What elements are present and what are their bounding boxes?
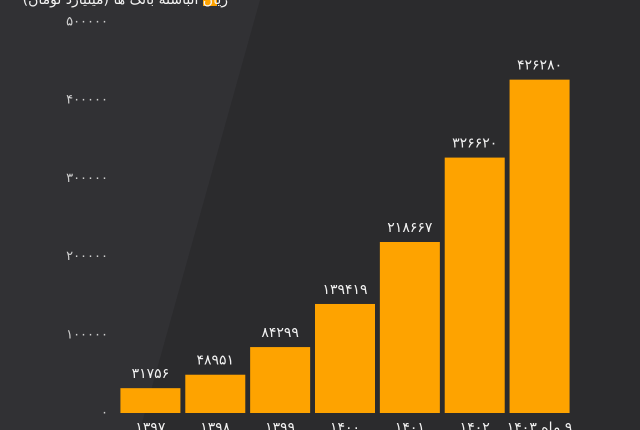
- value-label: ۸۴۲۹۹: [261, 325, 299, 341]
- y-tick-label: ۲۰۰۰۰۰: [66, 249, 108, 264]
- value-label: ۴۲۶۲۸۰: [517, 58, 562, 74]
- x-tick-label: ۱۴۰۰: [330, 420, 360, 430]
- y-tick-label: ۰: [101, 406, 108, 421]
- x-tick-label: ۱۴۰۱: [395, 420, 425, 430]
- y-tick-label: ۳۰۰۰۰۰: [66, 171, 108, 186]
- bar: [120, 388, 181, 413]
- bar: [509, 79, 570, 413]
- y-tick-label: ۱۰۰۰۰۰: [66, 327, 108, 342]
- bar: [250, 347, 311, 413]
- background-shape: [0, 0, 260, 430]
- value-label: ۳۱۷۵۶: [132, 366, 170, 382]
- y-tick-label: ۵۰۰۰۰۰: [66, 15, 108, 30]
- y-tick-label: ۴۰۰۰۰۰: [66, 93, 108, 108]
- value-label: ۳۲۶۶۲۰: [452, 136, 497, 152]
- x-tick-label: ۹ ماه ۱۴۰۳: [507, 420, 573, 430]
- value-label: ۱۳۹۴۱۹: [322, 282, 367, 298]
- bar: [379, 242, 440, 413]
- legend-label: زیان انباشته بانک ها (میلیارد تومان): [23, 0, 228, 8]
- x-tick-label: ۱۳۹۹: [265, 420, 295, 430]
- x-tick-label: ۱۴۰۲: [460, 420, 490, 430]
- x-tick-label: ۱۳۹۸: [200, 420, 231, 430]
- bar: [315, 303, 375, 413]
- bar: [444, 157, 505, 413]
- value-label: ۲۱۸۶۶۷: [387, 220, 433, 236]
- legend-swatch: [203, 0, 217, 6]
- x-tick-label: ۱۳۹۷: [135, 420, 166, 430]
- value-label: ۴۸۹۵۱: [196, 353, 234, 369]
- bar: [185, 374, 246, 413]
